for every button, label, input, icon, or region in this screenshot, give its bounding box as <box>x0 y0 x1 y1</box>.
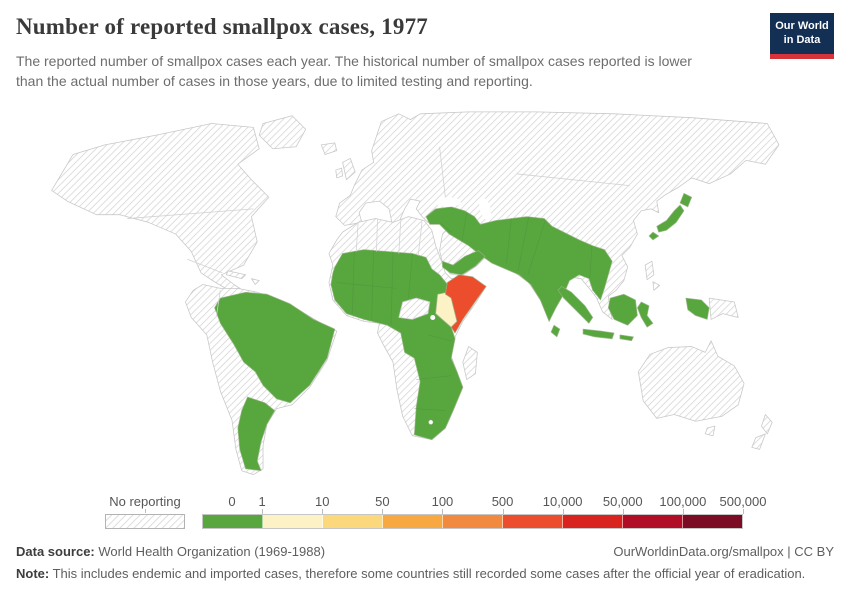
legend-tick-mark <box>562 509 564 514</box>
region-philippines <box>644 260 661 291</box>
footer: Data source: World Health Organization (… <box>16 544 834 581</box>
legend-segment[interactable] <box>623 515 683 528</box>
legend-tick-label: 100 <box>431 494 454 509</box>
legend-tick-label: 10 <box>314 494 330 509</box>
note-text: This includes endemic and imported cases… <box>49 566 806 581</box>
legend-tick-mark <box>442 509 444 514</box>
country-borders-green <box>336 212 593 411</box>
region-indonesia[interactable] <box>557 286 710 342</box>
legend-tick-mark <box>262 509 264 514</box>
no-reporting-key[interactable]: No reporting <box>105 494 185 531</box>
chart-subtitle: The reported number of smallpox cases ea… <box>16 53 692 89</box>
legend-segment[interactable] <box>683 515 742 528</box>
legend-tick-mark <box>382 509 384 514</box>
region-somalia[interactable] <box>444 274 487 334</box>
legend-tick-label: 50,000 <box>602 494 643 509</box>
region-new-zealand <box>751 414 773 450</box>
legend-bar <box>202 514 743 529</box>
owid-logo-line2: in Data <box>783 33 821 46</box>
black-sea <box>435 197 461 207</box>
legend-segment[interactable] <box>563 515 623 528</box>
region-iceland <box>320 142 338 155</box>
region-brazil[interactable] <box>214 291 336 404</box>
legend-segment[interactable] <box>263 515 323 528</box>
region-papua-new-guinea <box>708 297 739 320</box>
legend-tick-label: 1 <box>258 494 266 509</box>
region-madagascar <box>462 346 478 380</box>
owid-logo-line1: Our World <box>775 20 829 32</box>
world-map-svg <box>51 111 780 475</box>
legend-tick-mark <box>622 509 624 514</box>
legend-segment[interactable] <box>323 515 383 528</box>
region-argentina[interactable] <box>237 396 276 472</box>
map-legend: No reporting 0 1 10 50 100 500 10,000 50,000 100… <box>105 494 767 534</box>
note-label: Note: <box>16 566 50 581</box>
legend-segment[interactable] <box>383 515 443 528</box>
region-japan[interactable] <box>648 192 693 241</box>
legend-tick-label: 50 <box>375 494 390 509</box>
legend-tick-label: 500,000 <box>719 494 767 509</box>
legend-tick-label: 500 <box>491 494 514 509</box>
no-reporting-label: No reporting <box>109 494 181 509</box>
legend-segment[interactable] <box>443 515 503 528</box>
no-reporting-swatch <box>105 514 185 529</box>
legend-segment[interactable] <box>503 515 563 528</box>
legend-tick-mark <box>743 509 744 514</box>
region-hispaniola <box>251 278 260 285</box>
region-yemen-oman[interactable] <box>442 250 486 276</box>
lesotho-enclave <box>428 419 434 425</box>
note-line: Note: This includes endemic and imported… <box>16 566 834 581</box>
region-uk <box>342 158 356 181</box>
no-reporting-tick <box>145 509 146 513</box>
credit-link[interactable]: OurWorldinData.org/smallpox | CC BY <box>613 544 834 559</box>
region-greenland <box>258 115 307 150</box>
region-ireland <box>335 167 343 179</box>
legend-tick-labels: 0 1 10 50 100 500 10,000 50,000 100,000 500,000 <box>202 494 767 514</box>
owid-logo[interactable]: Our World in Data <box>770 13 834 59</box>
region-cuba <box>225 270 246 280</box>
legend-segment[interactable] <box>203 515 263 528</box>
region-tasmania <box>704 425 716 437</box>
legend-tick-label: 0 <box>228 494 236 509</box>
region-eurasia <box>335 111 780 322</box>
world-map <box>0 108 850 493</box>
data-source-value: World Health Organization (1969-1988) <box>94 544 326 559</box>
region-central-africa-hatched <box>398 297 431 320</box>
legend-bar-zone: 0 1 10 50 100 500 10,000 50,000 100,000 500,000 <box>202 494 767 531</box>
country-borders-hatched <box>127 146 630 316</box>
lake-victoria <box>430 314 436 320</box>
chart-title: Number of reported smallpox cases, 1977 <box>16 14 428 39</box>
region-sri-lanka[interactable] <box>550 324 561 338</box>
legend-tick-label: 10,000 <box>542 494 583 509</box>
caspian-sea <box>479 197 492 221</box>
legend-tick-mark <box>502 509 504 514</box>
data-source-label: Data source: <box>16 544 95 559</box>
data-source-text: Data source: World Health Organization (… <box>16 544 325 559</box>
region-australia <box>637 340 745 422</box>
region-africa-main[interactable] <box>330 249 464 441</box>
legend-tick-label: 100,000 <box>659 494 707 509</box>
region-north-america <box>51 123 270 302</box>
legend-tick-mark <box>322 509 324 514</box>
data-source-line: Data source: World Health Organization (… <box>16 544 834 559</box>
legend-tick-mark <box>682 509 684 514</box>
